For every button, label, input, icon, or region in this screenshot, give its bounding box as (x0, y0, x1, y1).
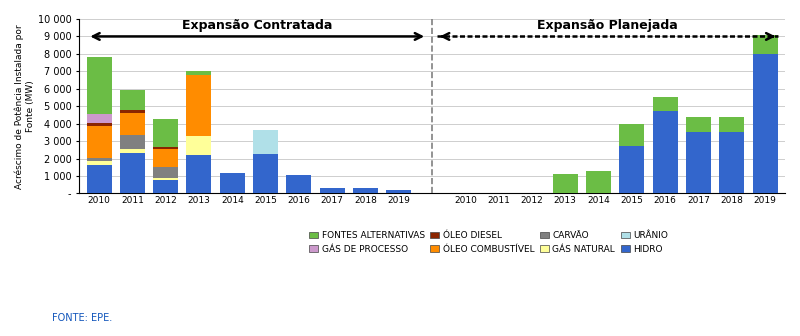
Bar (153, 147, 178, 149)
Bar (120, 153, 145, 194)
Bar (153, 119, 178, 147)
Bar (653, 97, 678, 111)
Bar (86, 165, 111, 194)
Bar (619, 124, 644, 146)
Bar (286, 175, 311, 194)
Text: Expansão Planejada: Expansão Planejada (538, 18, 678, 32)
Bar (220, 173, 245, 194)
Bar (453, 193, 478, 194)
Bar (186, 136, 211, 155)
Bar (153, 178, 178, 180)
Bar (686, 132, 711, 194)
Bar (86, 57, 111, 114)
Bar (619, 146, 644, 194)
Bar (253, 154, 278, 194)
Legend: FONTES ALTERNATIVAS, GÁS DE PROCESSO, ÓLEO DIESEL, ÓLEO COMBUSTÍVEL, CARVÃO, GÁS: FONTES ALTERNATIVAS, GÁS DE PROCESSO, ÓL… (307, 229, 670, 255)
Bar (320, 188, 345, 194)
Bar (86, 126, 111, 158)
Y-axis label: Acréscimo de Potência Instalada por
Fonte (MW): Acréscimo de Potência Instalada por Font… (15, 24, 35, 188)
Bar (86, 158, 111, 161)
Bar (120, 135, 145, 149)
Bar (86, 114, 111, 123)
Bar (153, 149, 178, 167)
Bar (120, 90, 145, 110)
Bar (586, 171, 611, 194)
Bar (120, 113, 145, 135)
Bar (719, 117, 744, 132)
Bar (120, 110, 145, 113)
Bar (353, 188, 378, 194)
Bar (386, 190, 411, 194)
Bar (653, 111, 678, 194)
Bar (86, 123, 111, 126)
Text: Expansão Contratada: Expansão Contratada (182, 18, 333, 32)
Bar (86, 161, 111, 165)
Bar (186, 75, 211, 136)
Bar (719, 132, 744, 194)
Bar (753, 54, 778, 194)
Bar (686, 117, 711, 132)
Bar (553, 174, 578, 194)
Bar (153, 180, 178, 194)
Bar (253, 130, 278, 154)
Bar (186, 71, 211, 75)
Bar (186, 155, 211, 194)
Bar (120, 149, 145, 153)
Bar (753, 35, 778, 54)
Text: FONTE: EPE.: FONTE: EPE. (52, 312, 112, 323)
Bar (153, 167, 178, 178)
